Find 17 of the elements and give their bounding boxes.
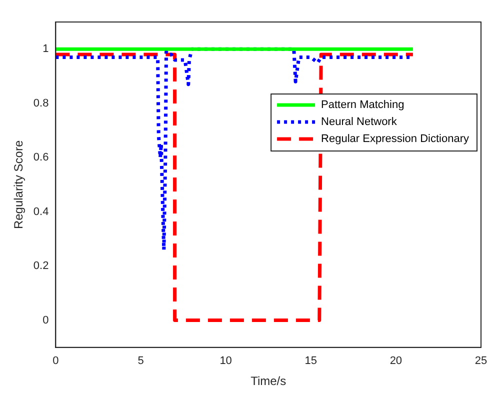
y-tick-label: 0.4 [33,206,49,218]
x-axis-title: Time/s [250,374,286,388]
y-tick-label: 0.6 [33,152,49,164]
legend-label: Pattern Matching [321,99,404,112]
legend-label: Regular Expression Dictionary [321,133,470,146]
x-tick-label: 15 [304,355,317,368]
y-tick-label: 0 [42,314,49,326]
legend-label: Neural Network [321,116,398,128]
y-tick-label: 0.2 [33,260,49,272]
y-tick-label: 1 [42,43,49,56]
x-tick-label: 10 [220,355,232,368]
x-tick-label: 5 [138,355,144,368]
x-tick-label: 0 [52,355,59,368]
x-tick-label: 20 [390,355,402,368]
x-tick-label: 25 [474,355,488,368]
y-axis-title: Regularity Score [12,140,26,230]
y-tick-label: 0.8 [33,97,49,110]
